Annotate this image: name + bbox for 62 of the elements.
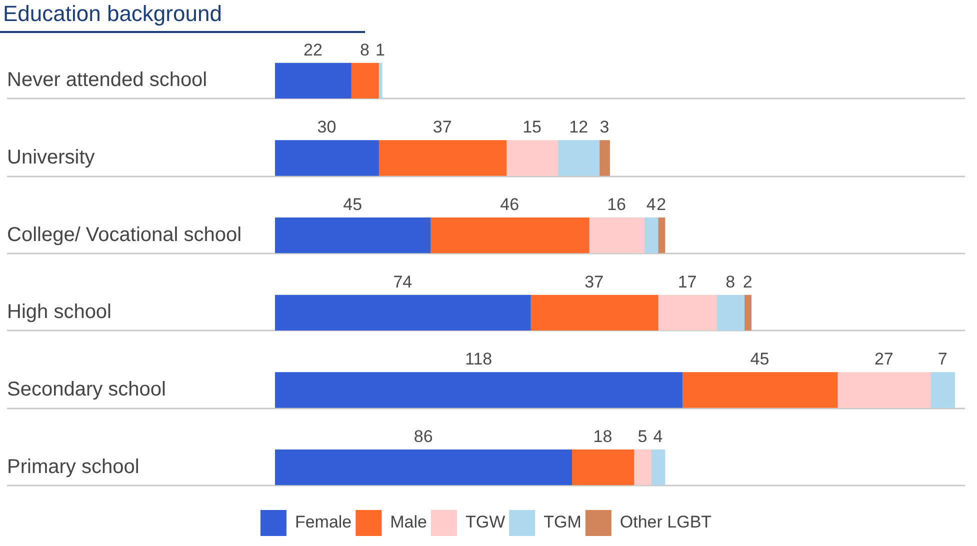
legend-label: Other LGBT xyxy=(620,512,712,532)
bar xyxy=(837,372,931,408)
data-label: 8 xyxy=(726,272,736,292)
bar xyxy=(275,450,572,486)
legend-label: Female xyxy=(294,512,352,532)
data-label: 4 xyxy=(653,427,663,446)
data-label: 22 xyxy=(303,40,322,60)
data-label: 45 xyxy=(750,350,770,369)
bar xyxy=(930,372,955,408)
legend-label: Male xyxy=(390,512,427,532)
data-label: 8 xyxy=(360,40,370,60)
bar xyxy=(633,450,652,486)
y-tick-label: University xyxy=(7,146,95,169)
bar xyxy=(275,140,379,176)
bar xyxy=(430,218,590,254)
data-label: 37 xyxy=(432,118,452,137)
data-label: 15 xyxy=(522,118,542,137)
bar xyxy=(588,218,644,254)
bar xyxy=(530,294,658,330)
data-label: 4 xyxy=(646,195,656,214)
data-label: 86 xyxy=(414,427,433,446)
bar xyxy=(558,140,600,176)
bar xyxy=(658,294,717,330)
bar xyxy=(275,294,531,330)
y-tick-label: Never attended school xyxy=(7,69,208,92)
bar xyxy=(744,294,752,330)
data-label: 2 xyxy=(742,272,752,292)
y-tick-label: College/ Vocational school xyxy=(7,224,242,246)
bar xyxy=(682,372,838,408)
bar xyxy=(644,218,658,254)
y-tick-label: Secondary school xyxy=(7,378,166,401)
y-tick-label: High school xyxy=(7,301,112,324)
bar xyxy=(275,218,431,254)
data-label: 118 xyxy=(464,350,492,369)
data-label: 45 xyxy=(343,195,362,214)
bar xyxy=(598,140,610,176)
data-label: 46 xyxy=(500,195,520,214)
legend-label: TGW xyxy=(465,512,506,532)
y-tick-label: Primary school xyxy=(7,456,140,478)
data-label: 74 xyxy=(393,272,412,292)
data-label: 2 xyxy=(656,195,666,214)
data-label: 37 xyxy=(584,272,604,292)
bar xyxy=(506,140,558,176)
bar xyxy=(571,450,634,486)
bar xyxy=(716,294,745,330)
bar xyxy=(378,140,506,176)
data-label: 30 xyxy=(317,118,336,137)
data-label: 27 xyxy=(874,350,894,369)
chart-title: Education background xyxy=(0,0,365,33)
data-label: 18 xyxy=(593,427,612,446)
data-label: 16 xyxy=(607,195,626,214)
data-label: 5 xyxy=(638,427,648,446)
data-label: 7 xyxy=(938,350,948,369)
bar xyxy=(275,62,352,98)
bar xyxy=(650,450,666,486)
data-label: 1 xyxy=(375,40,385,60)
bar xyxy=(275,372,682,408)
legend-label: TGM xyxy=(544,512,582,532)
bar xyxy=(350,62,379,98)
data-label: 3 xyxy=(600,118,610,137)
data-label: 12 xyxy=(569,118,588,137)
data-label: 17 xyxy=(678,272,697,292)
